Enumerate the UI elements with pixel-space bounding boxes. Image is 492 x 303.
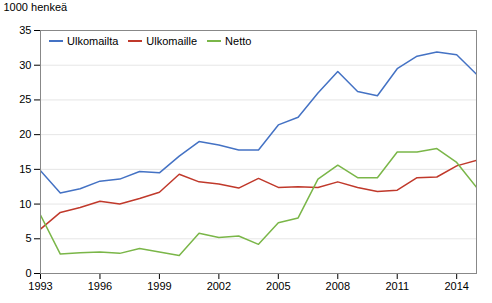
svg-text:5: 5 [25,232,31,244]
svg-text:2008: 2008 [326,280,350,292]
html-text:Ulkomaille: Ulkomaille [146,35,198,47]
svg-text:25: 25 [19,93,31,105]
svg-text:2014: 2014 [444,280,468,292]
svg-text:20: 20 [19,128,31,140]
svg-text:30: 30 [19,59,31,71]
svg-text:0: 0 [25,267,31,279]
svg-text:35: 35 [19,24,31,36]
svg-text:1000 henkeä: 1000 henkeä [4,1,68,13]
svg-text:10: 10 [19,198,31,210]
svg-text:2002: 2002 [207,280,231,292]
svg-text:1999: 1999 [147,280,171,292]
svg-text:2011: 2011 [385,280,409,292]
svg-text:2005: 2005 [266,280,290,292]
svg-text:15: 15 [19,163,31,175]
svg-text:1996: 1996 [88,280,112,292]
html-text:Ulkomailta: Ulkomailta [67,35,119,47]
html-text:Netto: Netto [225,35,252,47]
svg-text:1993: 1993 [28,280,52,292]
